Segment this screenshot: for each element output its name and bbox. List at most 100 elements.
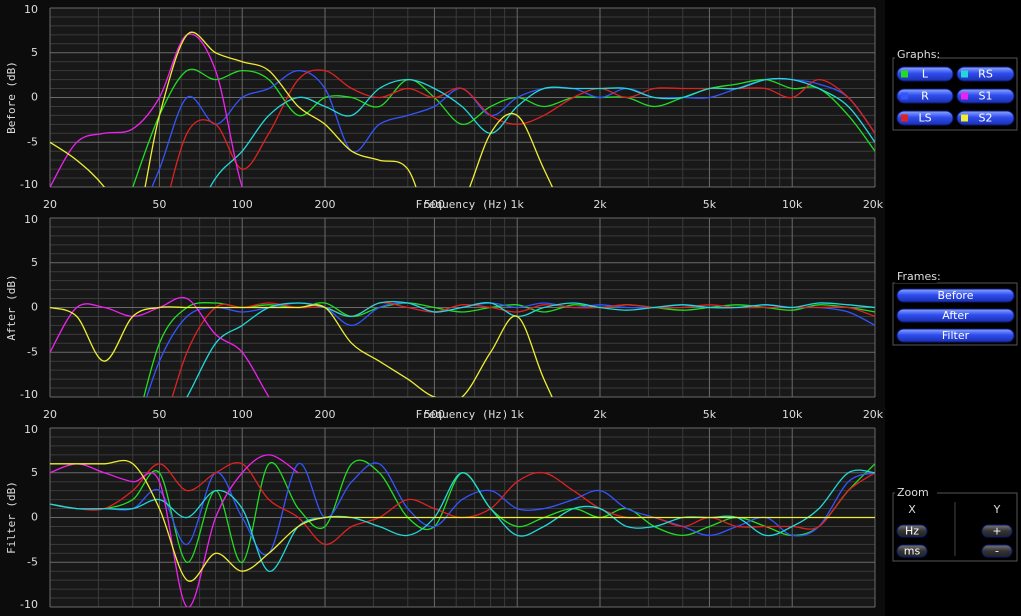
x-tick-label: 20k xyxy=(863,408,884,421)
group-box xyxy=(892,57,1018,131)
legend-swatch xyxy=(961,114,968,122)
legend-button[interactable]: LS xyxy=(896,110,954,126)
response-curve xyxy=(209,77,875,187)
legend-swatch xyxy=(961,70,968,78)
y-axis-label: Filter (dB) xyxy=(5,481,18,554)
y-tick-label: -10 xyxy=(20,388,38,401)
frame-button[interactable]: Filter xyxy=(896,328,1015,343)
zoom-button[interactable]: Hz xyxy=(896,524,928,538)
zoom-button-label[interactable]: Hz xyxy=(905,525,919,538)
zoom-button-face[interactable] xyxy=(981,524,1013,538)
y-tick-label: 5 xyxy=(31,46,38,59)
response-curve xyxy=(50,33,243,187)
x-tick-label: 100 xyxy=(232,408,253,421)
y-tick-label: -10 xyxy=(20,178,38,191)
y-tick-label: 10 xyxy=(24,213,38,226)
group-title-bg xyxy=(895,49,937,61)
legend-button[interactable]: S1 xyxy=(956,88,1015,104)
x-tick-label: 50 xyxy=(152,198,166,211)
curves xyxy=(50,454,875,607)
legend-swatch xyxy=(901,70,908,78)
legend-button[interactable]: S2 xyxy=(956,110,1015,126)
zoom-button[interactable]: + xyxy=(981,524,1013,538)
zoom-button-label[interactable]: - xyxy=(995,545,999,558)
legend-button-face[interactable] xyxy=(956,88,1015,104)
zoom-button-face[interactable] xyxy=(896,544,928,558)
frame-button-label[interactable]: After xyxy=(942,309,969,322)
y-axis-label: After (dB) xyxy=(5,274,18,340)
frame-button-face[interactable] xyxy=(896,328,1015,343)
y-tick-label: 0 xyxy=(31,511,38,524)
response-curve xyxy=(50,459,875,582)
x-tick-label: 200 xyxy=(315,198,336,211)
y-tick-label: -10 xyxy=(20,598,38,611)
response-curve xyxy=(169,69,875,187)
legend-button[interactable]: R xyxy=(896,88,954,104)
group-box xyxy=(892,282,1018,346)
x-tick-label: 10k xyxy=(782,408,803,421)
group-title-bg xyxy=(895,271,937,283)
x-tick-label: 5k xyxy=(703,198,717,211)
y-tick-label: 5 xyxy=(31,466,38,479)
curves xyxy=(50,296,875,397)
zoom-x-label: X xyxy=(908,503,916,516)
legend-button-face[interactable] xyxy=(896,88,954,104)
y-tick-label: -5 xyxy=(27,555,38,568)
group-title: Zoom xyxy=(897,486,929,499)
x-tick-label: 10k xyxy=(782,198,803,211)
y-axis-label: Before (dB) xyxy=(5,61,18,134)
legend-button-label[interactable]: R xyxy=(921,90,929,103)
group-title: Frames: xyxy=(897,270,941,283)
legend-button-label[interactable]: LS xyxy=(918,112,931,125)
zoom-button[interactable]: - xyxy=(981,544,1013,558)
legend-button-face[interactable] xyxy=(956,110,1015,126)
x-tick-label: 20 xyxy=(43,408,57,421)
legend-button[interactable]: L xyxy=(896,66,954,82)
legend-button-label[interactable]: L xyxy=(922,68,929,81)
legend-swatch xyxy=(901,114,908,122)
legend-button-face[interactable] xyxy=(956,66,1015,82)
response-curve xyxy=(50,454,299,607)
legend-button-face[interactable] xyxy=(896,66,954,82)
y-tick-label: 10 xyxy=(24,3,38,16)
response-curve xyxy=(50,296,270,397)
x-tick-label: 100 xyxy=(232,198,253,211)
x-axis-label: Frequency (Hz) xyxy=(416,408,509,421)
frame-button-label[interactable]: Before xyxy=(938,289,974,302)
zoom-button-face[interactable] xyxy=(981,544,1013,558)
x-axis-label: Frequency (Hz) xyxy=(416,198,509,211)
y-tick-label: -5 xyxy=(27,345,38,358)
zoom-button-label[interactable]: ms xyxy=(904,545,921,558)
x-tick-label: 20 xyxy=(43,198,57,211)
x-tick-label: 20k xyxy=(863,198,884,211)
legend-button-face[interactable] xyxy=(896,110,954,126)
curves xyxy=(50,31,875,187)
zoom-y-label: Y xyxy=(993,503,1001,516)
y-tick-label: -5 xyxy=(27,135,38,148)
zoom-button[interactable]: ms xyxy=(896,544,928,558)
x-tick-label: 2k xyxy=(593,408,607,421)
frame-button-label[interactable]: Filter xyxy=(942,329,970,342)
x-tick-label: 1k xyxy=(511,408,525,421)
frame-button[interactable]: After xyxy=(896,308,1015,323)
legend-button-label[interactable]: S2 xyxy=(979,112,993,125)
response-curve xyxy=(50,31,554,187)
y-tick-label: 5 xyxy=(31,256,38,269)
group-box xyxy=(892,492,1018,562)
zoom-button-face[interactable] xyxy=(896,524,928,538)
y-tick-label: 10 xyxy=(24,423,38,436)
zoom-button-label[interactable]: + xyxy=(992,525,1001,538)
frame-button-face[interactable] xyxy=(896,288,1015,303)
legend-button-label[interactable]: RS xyxy=(978,68,993,81)
response-curve xyxy=(171,302,875,397)
x-tick-label: 2k xyxy=(593,198,607,211)
x-tick-label: 200 xyxy=(315,408,336,421)
response-curve xyxy=(132,68,875,187)
frame-button-face[interactable] xyxy=(896,308,1015,323)
legend-button[interactable]: RS xyxy=(956,66,1015,82)
group-title-bg xyxy=(895,487,937,499)
x-tick-label: 500 xyxy=(424,408,445,421)
legend-button-label[interactable]: S1 xyxy=(979,90,993,103)
x-tick-label: 50 xyxy=(152,408,166,421)
frame-button[interactable]: Before xyxy=(896,288,1015,303)
